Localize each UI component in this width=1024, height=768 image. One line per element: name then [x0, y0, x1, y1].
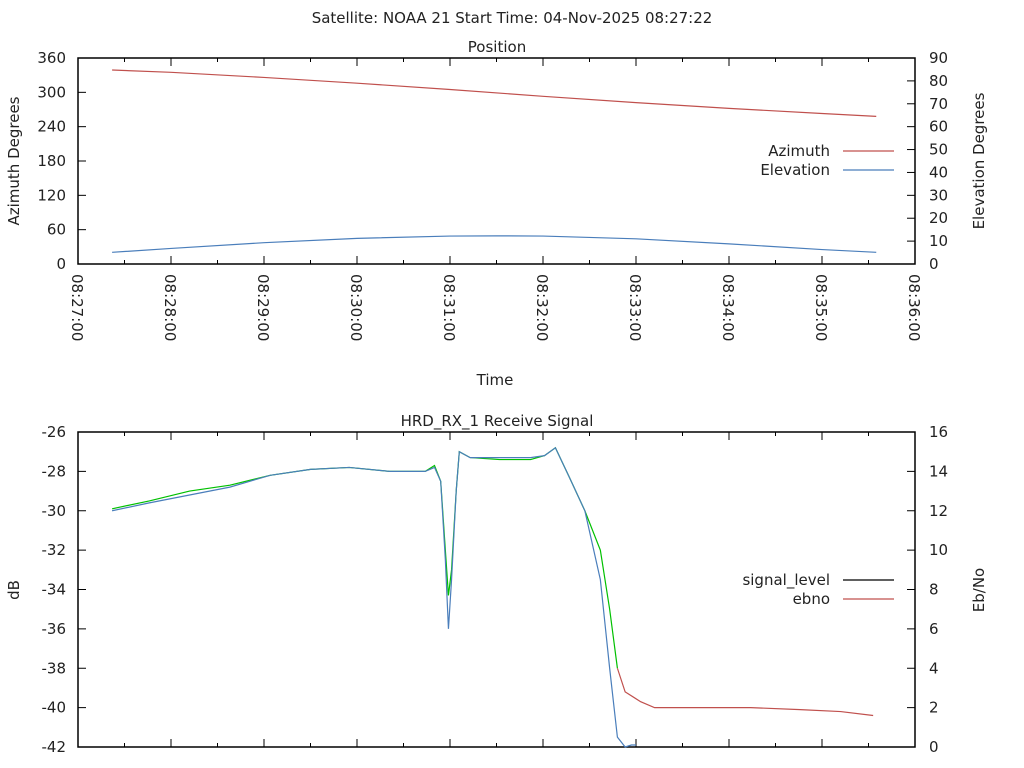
signal_level-line	[111, 446, 618, 669]
x-tick-label: 08:30:00	[347, 274, 365, 341]
y-tick-label: -36	[42, 620, 67, 638]
signal-y2label: Eb/No	[970, 568, 988, 612]
y2-tick-label: 10	[929, 541, 948, 559]
legend-label: Elevation	[760, 161, 830, 179]
legend-label: Azimuth	[768, 142, 830, 160]
y-tick-label: -32	[42, 541, 67, 559]
y2-tick-label: 0	[929, 255, 939, 273]
y-tick-label: 120	[37, 186, 66, 204]
y2-tick-label: 40	[929, 163, 948, 181]
position-xlabel: Time	[476, 371, 514, 389]
y2-tick-label: 2	[929, 699, 939, 717]
signal_level-line-low	[616, 668, 874, 717]
y-tick-label: 180	[37, 152, 66, 170]
x-tick-label: 08:34:00	[719, 274, 737, 341]
y2-tick-label: 4	[929, 659, 939, 677]
y2-tick-label: 14	[929, 462, 948, 480]
x-tick-label: 08:35:00	[812, 274, 830, 341]
y-tick-label: -26	[42, 423, 67, 441]
x-tick-label: 08:32:00	[533, 274, 551, 341]
position-title: Position	[468, 38, 526, 56]
y2-tick-label: 12	[929, 502, 948, 520]
y-tick-label: 300	[37, 83, 66, 101]
signal-ylabel: dB	[5, 580, 23, 600]
y2-tick-label: 0	[929, 738, 939, 756]
y-tick-label: 0	[56, 255, 66, 273]
y-tick-label: 240	[37, 118, 66, 136]
signal-title: HRD_RX_1 Receive Signal	[401, 412, 594, 431]
x-tick-label: 08:33:00	[626, 274, 644, 341]
y2-tick-label: 30	[929, 186, 948, 204]
y2-tick-label: 16	[929, 423, 948, 441]
Elevation-line	[112, 235, 877, 253]
y2-tick-label: 90	[929, 49, 948, 67]
x-tick-label: 08:28:00	[161, 274, 179, 341]
y-tick-label: 60	[47, 221, 66, 239]
y-tick-label: 360	[37, 49, 66, 67]
y2-tick-label: 6	[929, 620, 939, 638]
position-chart: Position Azimuth Degrees Elevation Degre…	[5, 38, 988, 389]
y2-tick-label: 70	[929, 95, 948, 113]
y2-tick-label: 50	[929, 141, 948, 159]
y-tick-label: -40	[42, 699, 67, 717]
y2-tick-label: 80	[929, 72, 948, 90]
legend-label: ebno	[793, 590, 830, 608]
signal-chart: HRD_RX_1 Receive Signal dB Eb/No -42 -40 -…	[5, 412, 988, 756]
signal-plot-frame	[77, 431, 916, 748]
y-tick-label: -38	[42, 659, 67, 677]
x-tick-label: 08:29:00	[254, 274, 272, 341]
y-tick-label: -28	[42, 462, 67, 480]
y2-tick-label: 10	[929, 232, 948, 250]
y2-tick-label: 20	[929, 209, 948, 227]
position-y2label: Elevation Degrees	[970, 92, 988, 229]
y-tick-label: -30	[42, 502, 67, 520]
Azimuth-line	[112, 69, 877, 117]
y2-tick-label: 8	[929, 581, 939, 599]
x-tick-label: 08:36:00	[905, 274, 923, 341]
x-tick-label: 08:31:00	[440, 274, 458, 341]
x-tick-label: 08:27:00	[68, 274, 86, 341]
ebno-line	[111, 446, 636, 748]
y-tick-label: -42	[42, 738, 67, 756]
y2-tick-label: 60	[929, 118, 948, 136]
chart-header-title: Satellite: NOAA 21 Start Time: 04-Nov-20…	[312, 9, 713, 27]
legend-label: signal_level	[742, 571, 830, 590]
position-ylabel: Azimuth Degrees	[5, 96, 23, 225]
y-tick-label: -34	[42, 581, 67, 599]
